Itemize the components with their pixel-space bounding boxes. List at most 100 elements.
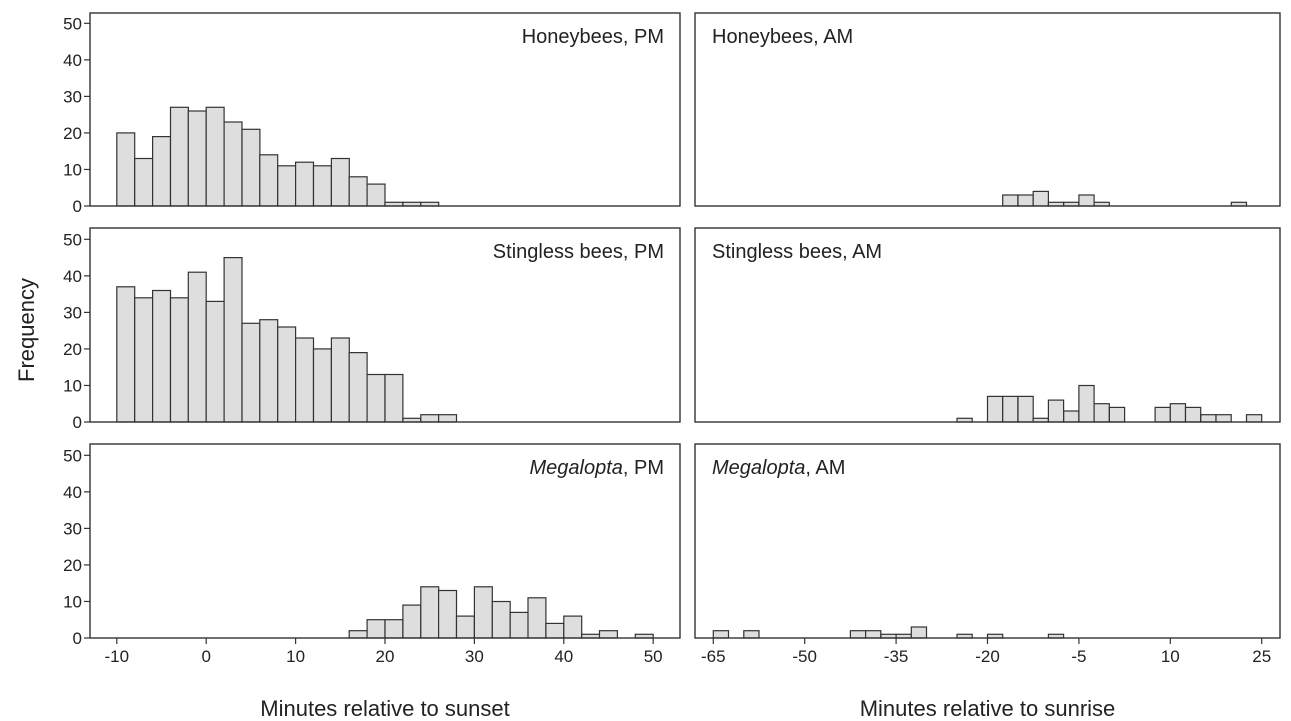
histogram-bar bbox=[384, 619, 404, 639]
histogram-bar bbox=[1108, 406, 1126, 423]
panel-frame bbox=[89, 227, 681, 423]
y-tick-label: 40 bbox=[63, 267, 82, 286]
panel-label: Megalopta, AM bbox=[712, 457, 845, 479]
histogram-bar bbox=[116, 286, 136, 423]
histogram-bar bbox=[712, 630, 730, 639]
histogram-bar bbox=[1017, 194, 1034, 207]
y-tick-label: 0 bbox=[73, 413, 82, 432]
y-tick-label: 30 bbox=[63, 519, 82, 538]
panel-frame bbox=[694, 227, 1281, 423]
x-axis-title: Minutes relative to sunrise bbox=[860, 696, 1116, 721]
histogram-bar bbox=[527, 597, 547, 639]
histogram-bar bbox=[348, 176, 368, 207]
histogram-bar bbox=[277, 165, 297, 207]
histogram-bar bbox=[366, 619, 386, 639]
x-tick-label: 50 bbox=[644, 647, 663, 666]
histogram-bar bbox=[473, 586, 493, 639]
panel-label: Stingless bees, PM bbox=[493, 241, 664, 263]
y-tick-label: 30 bbox=[63, 303, 82, 322]
y-tick-label: 0 bbox=[73, 629, 82, 648]
histogram-bar bbox=[330, 157, 350, 207]
panel-1: 0 10 20 30 40 50 Honeybees, PM bbox=[63, 12, 681, 216]
x-tick-label: 20 bbox=[376, 647, 395, 666]
histogram-bar bbox=[330, 337, 350, 423]
y-tick-label: 40 bbox=[63, 51, 82, 70]
histogram-bar bbox=[1017, 395, 1034, 423]
histogram-bar bbox=[169, 106, 189, 207]
y-tick-label: 20 bbox=[63, 124, 82, 143]
histogram-bar bbox=[910, 626, 928, 639]
x-tick-label: 40 bbox=[554, 647, 573, 666]
histogram-bar bbox=[1154, 406, 1171, 423]
histogram-bar bbox=[402, 604, 422, 639]
x-tick-label: 0 bbox=[201, 647, 210, 666]
x-axis-title: Minutes relative to sunset bbox=[260, 696, 509, 721]
x-tick-label: 10 bbox=[286, 647, 305, 666]
y-tick-label: 40 bbox=[63, 483, 82, 502]
x-tick-label: 10 bbox=[1161, 647, 1180, 666]
histogram-bar bbox=[545, 622, 565, 639]
y-tick-label: 0 bbox=[73, 197, 82, 216]
panel-label: Honeybees, PM bbox=[522, 26, 664, 48]
histogram-bar bbox=[205, 300, 225, 423]
x-tick-label: -5 bbox=[1071, 647, 1086, 666]
histogram-bar bbox=[205, 106, 225, 207]
histogram-bar bbox=[241, 128, 261, 207]
histogram-bar bbox=[152, 136, 172, 207]
y-tick-label: 10 bbox=[63, 376, 82, 395]
panel-6: -65 -50 -35 -20 -5 10 25 Minutes relative to su… bbox=[694, 443, 1281, 721]
histogram-bar bbox=[438, 414, 458, 423]
histogram-bar bbox=[743, 630, 760, 639]
histogram-bar bbox=[509, 611, 529, 639]
histogram-bar bbox=[864, 630, 882, 639]
histogram-bar bbox=[312, 348, 332, 423]
histogram-bar bbox=[1184, 406, 1202, 423]
y-tick-label: 20 bbox=[63, 340, 82, 359]
histogram-bar bbox=[277, 326, 297, 423]
histogram-bar bbox=[116, 132, 136, 207]
panel-4: Stingless bees, AM bbox=[694, 227, 1281, 423]
x-tick-label: -20 bbox=[975, 647, 1000, 666]
panel-5: 0 10 20 30 40 50 -10 0 10 20 30 40 50 Minutes relativ… bbox=[63, 443, 681, 721]
histogram-bar bbox=[491, 600, 511, 639]
histogram-bar bbox=[169, 297, 189, 423]
histogram-bar bbox=[849, 630, 867, 639]
histogram-bar bbox=[563, 615, 583, 639]
histogram-bar bbox=[420, 586, 440, 639]
panel-label: Stingless bees, AM bbox=[712, 241, 882, 263]
histogram-bar bbox=[384, 373, 404, 423]
histogram-bar bbox=[1078, 384, 1095, 423]
histogram-bar bbox=[1078, 194, 1095, 207]
histogram-bar bbox=[295, 337, 315, 423]
x-tick-label: -50 bbox=[792, 647, 817, 666]
panel-3: 0 10 20 30 40 50 Stingless bees, PM bbox=[63, 227, 681, 432]
histogram-bar bbox=[1047, 399, 1065, 423]
panel-label: Honeybees, AM bbox=[712, 26, 853, 48]
histogram-bar bbox=[348, 630, 368, 639]
histogram-bar bbox=[420, 414, 440, 423]
histogram-bar bbox=[1093, 403, 1110, 423]
y-tick-label: 10 bbox=[63, 160, 82, 179]
histogram-bar bbox=[1002, 194, 1019, 207]
histogram-bar bbox=[598, 630, 618, 639]
histogram-bar bbox=[1032, 190, 1049, 207]
histogram-bar bbox=[986, 395, 1004, 423]
y-tick-label: 50 bbox=[63, 14, 82, 33]
histogram-bar bbox=[1200, 414, 1217, 423]
histogram-bar bbox=[187, 271, 207, 423]
histogram-bar bbox=[455, 615, 475, 639]
panel-frame bbox=[89, 12, 681, 207]
histogram-bar bbox=[438, 589, 458, 639]
histogram-bar bbox=[1002, 395, 1019, 423]
histogram-bar bbox=[223, 121, 243, 207]
x-tick-label: 30 bbox=[465, 647, 484, 666]
histogram-bar bbox=[366, 183, 386, 207]
histogram-bar bbox=[1169, 403, 1187, 423]
histogram-bar bbox=[259, 319, 279, 423]
histogram-bar bbox=[134, 157, 154, 207]
histogram-bar bbox=[312, 165, 332, 207]
histogram-bar bbox=[366, 373, 386, 423]
histogram-bar bbox=[134, 297, 154, 423]
histogram-bar bbox=[259, 154, 279, 207]
